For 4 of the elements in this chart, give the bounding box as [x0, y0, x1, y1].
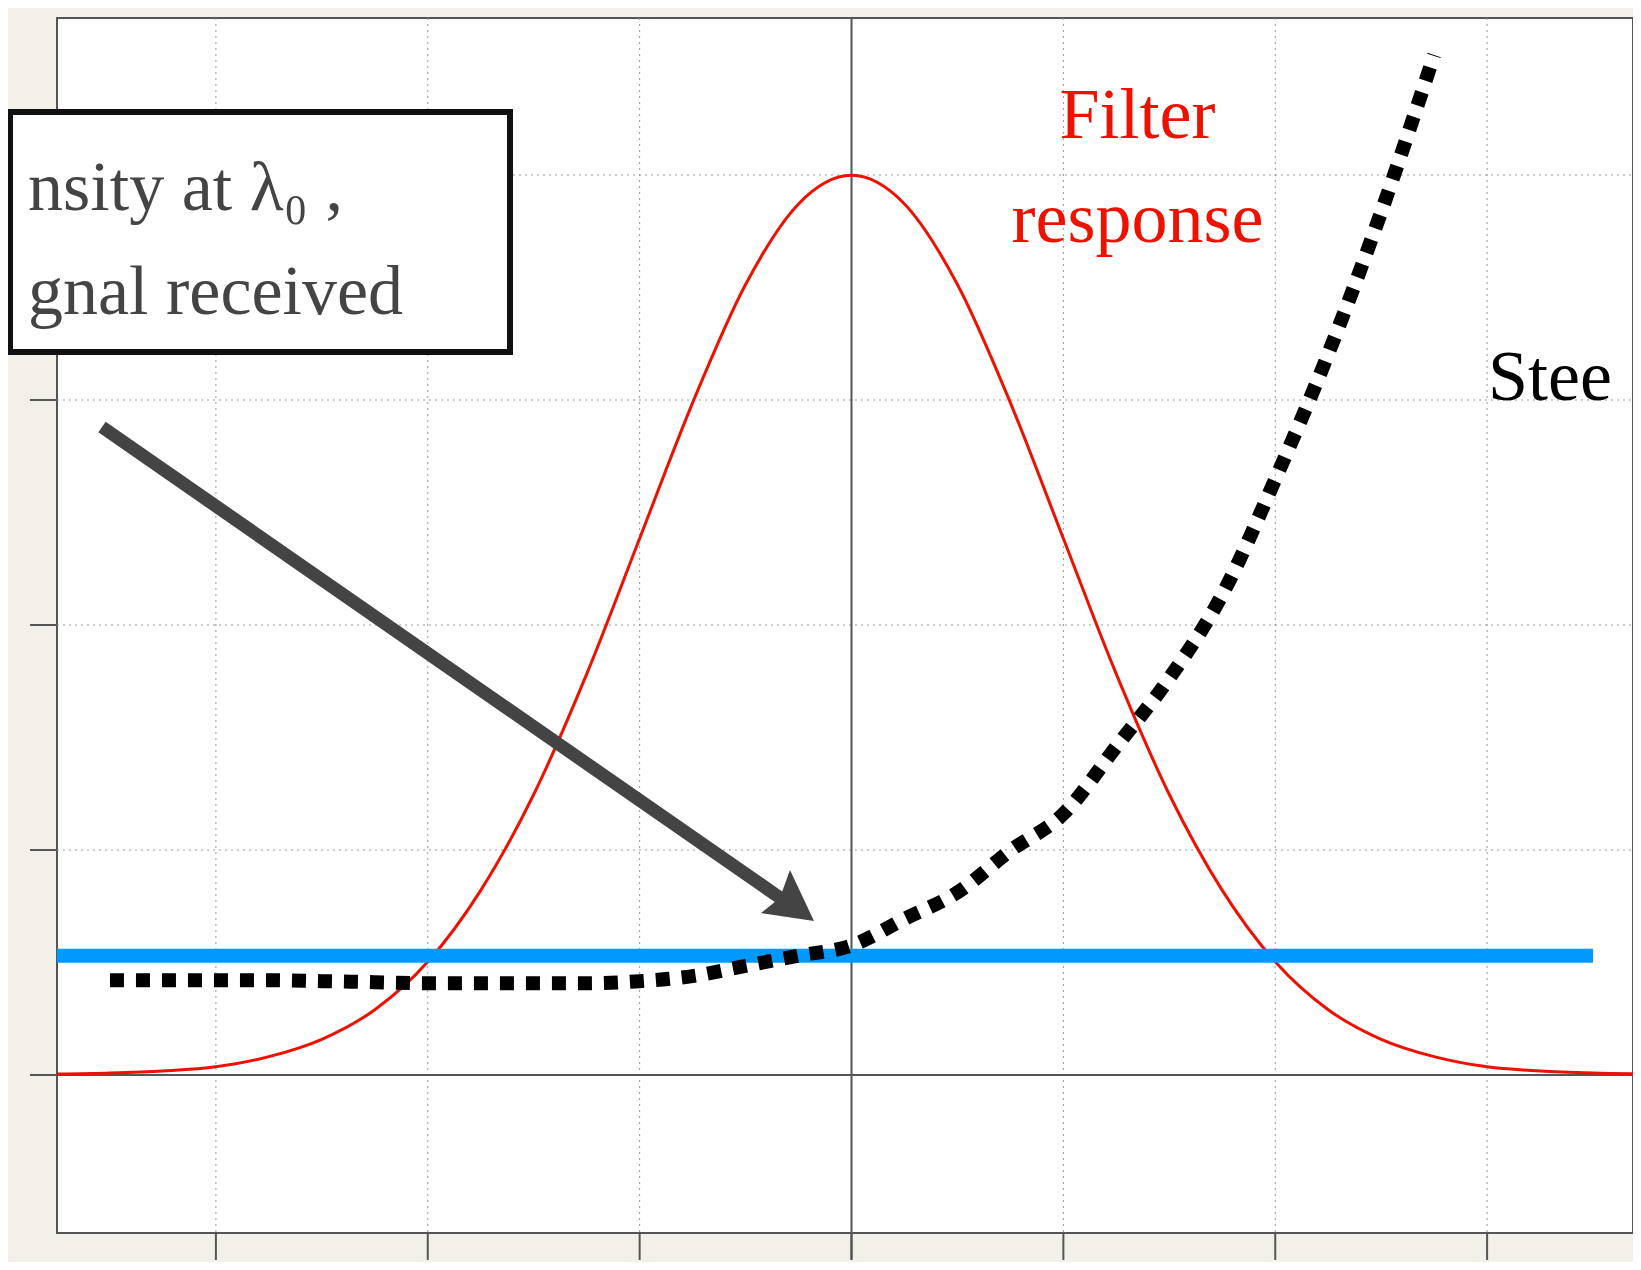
series-label: Stee: [1488, 336, 1612, 416]
series-label: Filter response: [1011, 74, 1264, 258]
annotation: gnal received: [28, 252, 404, 329]
annotation: nsity at λ₀ ,: [28, 148, 343, 225]
